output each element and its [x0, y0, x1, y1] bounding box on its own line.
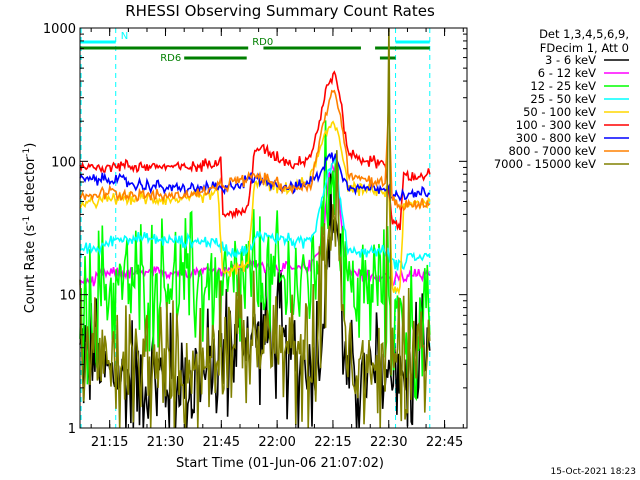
- y-axis-label-sup: -1: [22, 148, 32, 157]
- y-axis-label-sup: -1: [22, 216, 32, 225]
- flag-label: RD0: [252, 37, 273, 48]
- x-tick-label: 22:15: [314, 435, 351, 450]
- series-line: [79, 27, 431, 429]
- flag-label: N: [121, 31, 128, 42]
- series-line: [79, 89, 431, 212]
- y-axis-label: Count Rate (s-1 detector-1): [22, 143, 38, 314]
- plot-frame: [79, 27, 468, 429]
- y-tick-label: 1: [68, 422, 76, 437]
- y-tick-label: 10: [59, 289, 76, 304]
- flag-label: RD6: [160, 53, 181, 64]
- x-axis-label: Start Time (01-Jun-06 21:07:02): [176, 456, 384, 471]
- legend-label: 6 - 12 keV: [538, 66, 596, 80]
- x-tick-label: 21:30: [147, 435, 184, 450]
- y-tick-label: 1000: [43, 22, 76, 37]
- legend-label: 12 - 25 keV: [530, 79, 596, 93]
- legend-label: 7000 - 15000 keV: [494, 157, 596, 171]
- legend-label: 300 - 800 keV: [516, 131, 596, 145]
- legend-label: 100 - 300 keV: [516, 118, 596, 132]
- x-axis-ticks: 21:15 21:30 21:45 22:00 22:15 22:30 22:45: [90, 28, 464, 450]
- legend-label: 800 - 7000 keV: [508, 144, 596, 158]
- reference-lines: [80, 28, 431, 428]
- generated-timestamp: 15-Oct-2021 18:23: [551, 467, 636, 477]
- series-line: [79, 70, 431, 231]
- legend-label: 3 - 6 keV: [545, 53, 596, 67]
- observing-flags: N RD0 RD6: [80, 31, 430, 64]
- x-tick-label: 21:45: [203, 435, 240, 450]
- y-tick-label: 100: [51, 155, 76, 170]
- series-line: [79, 120, 431, 402]
- x-tick-label: 21:15: [91, 435, 128, 450]
- x-tick-label: 22:00: [258, 435, 295, 450]
- y-axis-label-part: ): [23, 143, 38, 148]
- y-axis-ticks: 1 10 100 1000: [43, 22, 467, 437]
- y-axis-label-part: Count Rate (s: [23, 225, 38, 314]
- y-axis-label-part: detector: [23, 156, 38, 216]
- chart-title: RHESSI Observing Summary Count Rates: [125, 2, 435, 20]
- x-tick-label: 22:45: [426, 435, 463, 450]
- series-line: [79, 155, 431, 271]
- plot-series: [79, 27, 431, 429]
- legend-label: 50 - 100 keV: [523, 105, 596, 119]
- legend-label: 25 - 50 keV: [530, 92, 596, 106]
- legend-header-line: Det 1,3,4,5,6,9,: [539, 27, 629, 41]
- legend-header-line: FDecim 1, Att 0: [540, 41, 629, 55]
- x-tick-label: 22:30: [370, 435, 407, 450]
